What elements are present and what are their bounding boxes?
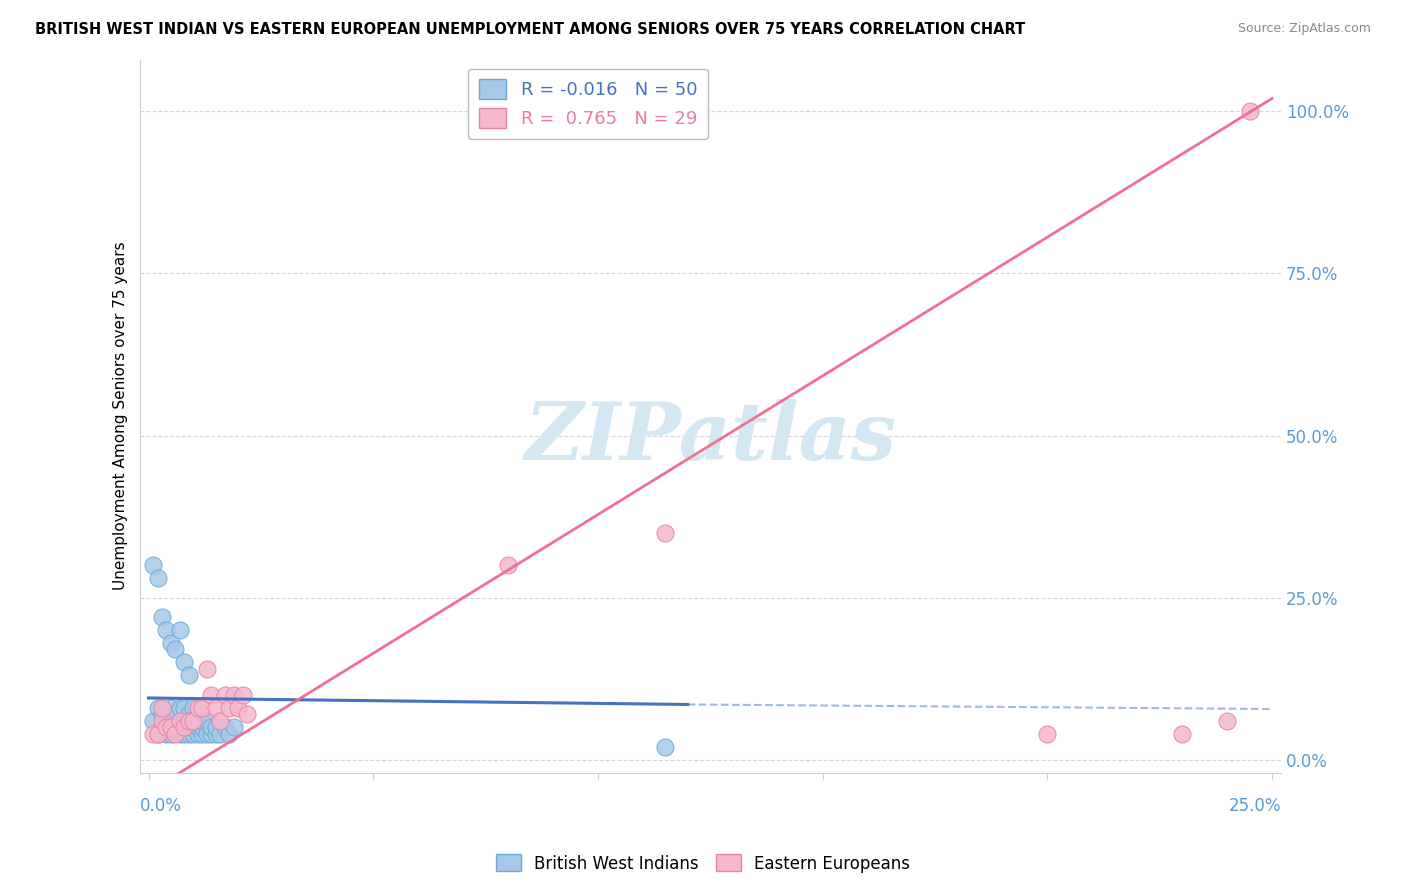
Point [150, 714, 173, 728]
Text: ZIPatlas: ZIPatlas [524, 399, 896, 476]
Point [155, 720, 177, 734]
Point [160, 636, 183, 650]
Point [165, 720, 187, 734]
Point [183, 714, 205, 728]
Point [183, 700, 205, 714]
Point [654, 739, 676, 754]
Point [173, 700, 195, 714]
Point [228, 700, 250, 714]
Text: 25.0%: 25.0% [1229, 797, 1281, 815]
Point [1171, 726, 1194, 740]
Point [195, 662, 218, 676]
Point [169, 714, 191, 728]
Point [177, 720, 200, 734]
Point [218, 700, 240, 714]
Point [169, 700, 191, 714]
Point [187, 707, 209, 722]
Point [165, 707, 187, 722]
Point [214, 688, 236, 702]
Point [205, 726, 228, 740]
Point [183, 726, 205, 740]
Point [150, 707, 173, 722]
Point [209, 714, 232, 728]
Point [177, 714, 200, 728]
Point [183, 714, 205, 728]
Point [200, 720, 222, 734]
Legend: R = -0.016   N = 50, R =  0.765   N = 29: R = -0.016 N = 50, R = 0.765 N = 29 [468, 69, 707, 139]
Point [222, 688, 245, 702]
Point [142, 558, 165, 573]
Point [232, 688, 254, 702]
Point [177, 726, 200, 740]
Point [146, 726, 169, 740]
Point [165, 726, 187, 740]
Point [218, 726, 240, 740]
Point [1216, 714, 1239, 728]
Point [173, 720, 195, 734]
Point [146, 700, 169, 714]
Text: BRITISH WEST INDIAN VS EASTERN EUROPEAN UNEMPLOYMENT AMONG SENIORS OVER 75 YEARS: BRITISH WEST INDIAN VS EASTERN EUROPEAN … [35, 22, 1025, 37]
Point [160, 700, 183, 714]
Point [169, 714, 191, 728]
Point [169, 726, 191, 740]
Point [187, 700, 209, 714]
Legend: British West Indians, Eastern Europeans: British West Indians, Eastern Europeans [489, 847, 917, 880]
Text: Source: ZipAtlas.com: Source: ZipAtlas.com [1237, 22, 1371, 36]
Point [160, 714, 183, 728]
Point [191, 726, 214, 740]
Point [155, 726, 177, 740]
Point [150, 610, 173, 624]
Point [205, 700, 228, 714]
Point [191, 720, 214, 734]
Point [222, 720, 245, 734]
Point [146, 571, 169, 585]
Point [205, 720, 228, 734]
Point [187, 726, 209, 740]
Point [191, 714, 214, 728]
Point [654, 525, 676, 540]
Point [214, 720, 236, 734]
Point [209, 726, 232, 740]
Point [160, 726, 183, 740]
Point [142, 726, 165, 740]
Point [155, 623, 177, 637]
Point [200, 688, 222, 702]
Point [150, 720, 173, 734]
Point [155, 714, 177, 728]
Point [165, 642, 187, 657]
Point [1036, 726, 1059, 740]
Point [169, 623, 191, 637]
Y-axis label: Unemployment Among Seniors over 75 years: Unemployment Among Seniors over 75 years [114, 242, 128, 591]
Point [1239, 104, 1261, 119]
Point [146, 726, 169, 740]
Point [142, 714, 165, 728]
Point [160, 720, 183, 734]
Point [187, 720, 209, 734]
Point [150, 700, 173, 714]
Point [173, 714, 195, 728]
Point [195, 714, 218, 728]
Point [200, 726, 222, 740]
Point [195, 726, 218, 740]
Point [496, 558, 519, 573]
Text: 0.0%: 0.0% [139, 797, 181, 815]
Point [177, 707, 200, 722]
Point [191, 700, 214, 714]
Point [173, 656, 195, 670]
Point [173, 726, 195, 740]
Point [177, 668, 200, 682]
Point [236, 707, 259, 722]
